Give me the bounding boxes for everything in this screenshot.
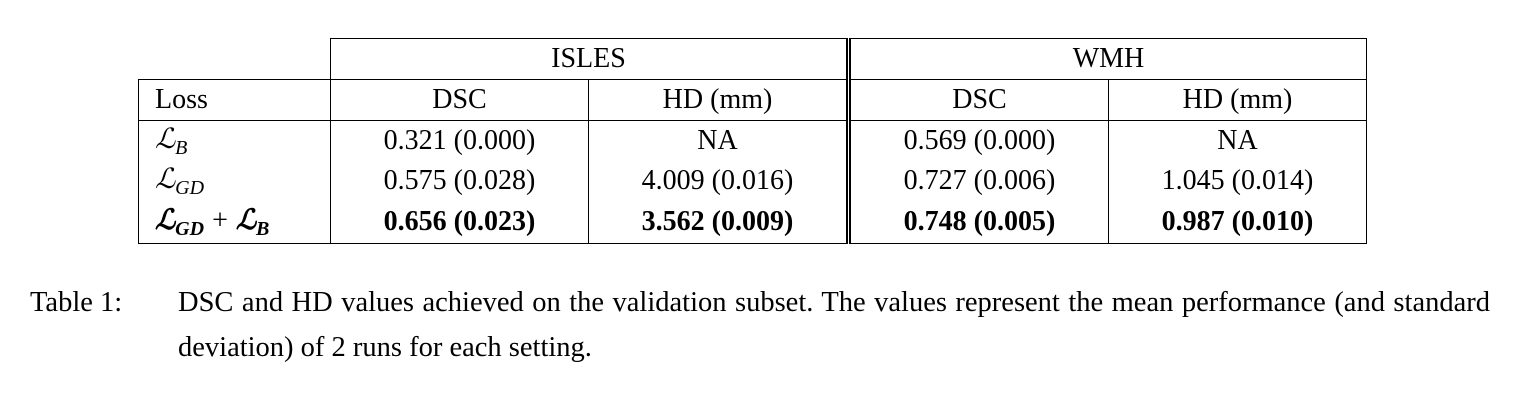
column-header: Loss xyxy=(138,79,331,121)
value-cell: NA xyxy=(588,120,851,161)
value-cell: 0.727 (0.006) xyxy=(848,161,1109,201)
value-cell: 0.569 (0.000) xyxy=(848,120,1109,161)
column-header: HD (mm) xyxy=(1108,79,1367,121)
loss-symbol: ℒ xyxy=(155,205,176,236)
empty-cell xyxy=(138,38,331,80)
loss-operator: + xyxy=(212,205,228,236)
caption-text: DSC and HD values achieved on the valida… xyxy=(178,287,1490,363)
value-cell: 4.009 (0.016) xyxy=(588,161,851,201)
group-row: ISLES WMH xyxy=(138,38,1367,80)
loss-symbol: ℒ xyxy=(155,164,176,195)
value-cell: NA xyxy=(1108,120,1367,161)
column-header: DSC xyxy=(848,79,1109,121)
data-row: ℒB 0.321 (0.000) NA 0.569 (0.000) NA xyxy=(138,120,1367,161)
loss-subscript: B xyxy=(175,137,188,159)
group-header: ISLES xyxy=(330,38,851,80)
loss-symbol: ℒ xyxy=(155,124,176,155)
loss-cell: ℒGD xyxy=(138,161,331,201)
loss-subscript: B xyxy=(256,218,270,240)
loss-symbol: ℒ xyxy=(235,205,257,236)
data-row: ℒGD + ℒB 0.656 (0.023) 3.562 (0.009) 0.748 (0… xyxy=(138,201,1367,244)
loss-cell: ℒGD + ℒB xyxy=(138,201,331,244)
value-cell: 0.321 (0.000) xyxy=(330,120,589,161)
value-cell: 0.987 (0.010) xyxy=(1108,201,1367,244)
caption-label: Table 1: xyxy=(30,287,123,318)
loss-subscript: GD xyxy=(175,177,205,199)
results-table: ISLES WMH Loss DSC HD (mm) DSC HD (mm) ℒB 0.321 … xyxy=(138,38,1367,244)
value-cell: 3.562 (0.009) xyxy=(588,201,851,244)
data-row: ℒGD 0.575 (0.028) 4.009 (0.016) 0.727 (0.00… xyxy=(138,161,1367,201)
value-cell: 0.748 (0.005) xyxy=(848,201,1109,244)
value-cell: 0.656 (0.023) xyxy=(330,201,589,244)
caption: Table 1: DSC and HD values achieved on t… xyxy=(30,280,1490,370)
loss-subscript: GD xyxy=(175,218,205,240)
header-row: Loss DSC HD (mm) DSC HD (mm) xyxy=(138,79,1367,121)
column-header: HD (mm) xyxy=(588,79,851,121)
column-header: DSC xyxy=(330,79,589,121)
group-header: WMH xyxy=(848,38,1367,80)
loss-cell: ℒB xyxy=(138,120,331,161)
value-cell: 0.575 (0.028) xyxy=(330,161,589,201)
value-cell: 1.045 (0.014) xyxy=(1108,161,1367,201)
